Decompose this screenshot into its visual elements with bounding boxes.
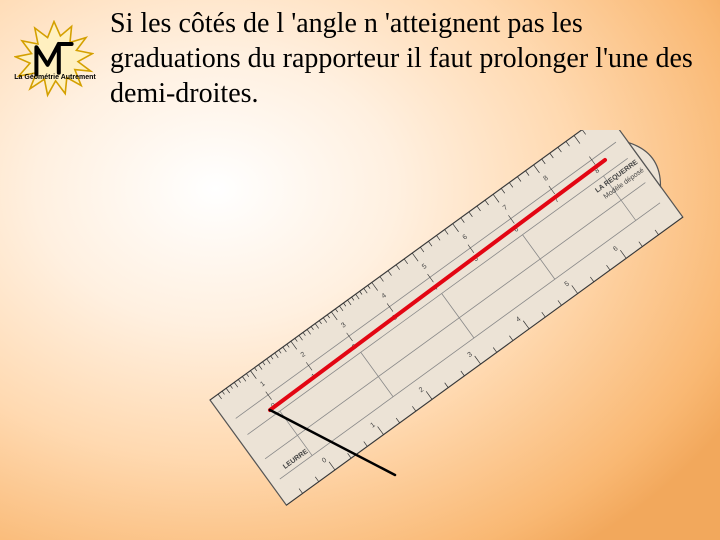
ruler: 1 2 3 4 5 6 7 8 0 1 2 3 4 5 6 7 xyxy=(210,130,691,505)
slide: La Géométrie Autrement Si les côtés de l… xyxy=(0,0,720,540)
logo-caption: La Géométrie Autrement xyxy=(10,74,100,81)
logo-starburst xyxy=(14,20,94,100)
diagram: 1 2 3 4 5 6 7 8 0 1 2 3 4 5 6 7 xyxy=(140,130,700,540)
instruction-text: Si les côtés de l 'angle n 'atteignent p… xyxy=(110,6,705,111)
